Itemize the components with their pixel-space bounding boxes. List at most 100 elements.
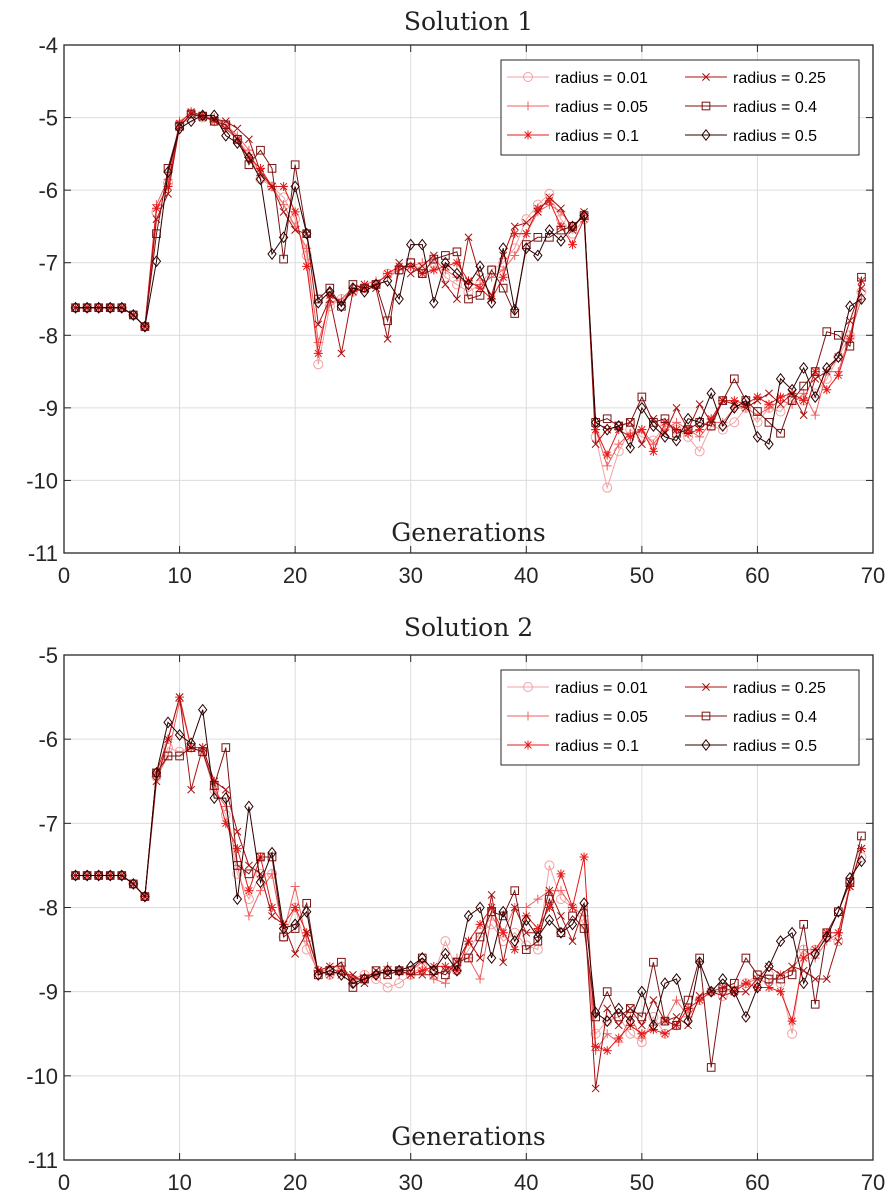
data-point bbox=[741, 953, 751, 963]
x-tick-label: 40 bbox=[514, 1170, 538, 1195]
data-point bbox=[556, 234, 566, 247]
x-tick-label: 0 bbox=[58, 1170, 70, 1195]
data-point bbox=[741, 987, 750, 996]
data-point bbox=[695, 991, 704, 1000]
data-point bbox=[152, 777, 161, 786]
legend-entry: radius = 0.05 bbox=[507, 709, 648, 726]
data-point bbox=[232, 893, 243, 906]
data-point bbox=[359, 285, 370, 298]
data-point bbox=[105, 869, 115, 882]
y-tick-label: -6 bbox=[38, 178, 58, 203]
data-point bbox=[568, 937, 577, 946]
data-point bbox=[568, 240, 578, 250]
data-point bbox=[810, 367, 820, 376]
data-point bbox=[348, 282, 358, 295]
data-point bbox=[798, 361, 809, 374]
data-point bbox=[660, 1029, 670, 1039]
data-point bbox=[325, 290, 335, 300]
data-point bbox=[614, 1033, 624, 1043]
legend-label: radius = 0.05 bbox=[555, 709, 648, 726]
data-point bbox=[544, 903, 554, 912]
data-point bbox=[833, 370, 843, 380]
data-point bbox=[822, 361, 832, 374]
legend-label: radius = 0.01 bbox=[555, 70, 648, 87]
data-point bbox=[776, 392, 786, 402]
data-point bbox=[810, 410, 820, 420]
data-point bbox=[498, 272, 508, 282]
data-point bbox=[799, 396, 809, 406]
data-point bbox=[476, 954, 485, 962]
data-point bbox=[810, 999, 820, 1009]
data-point bbox=[533, 924, 543, 934]
data-point bbox=[429, 254, 439, 264]
data-point bbox=[787, 970, 797, 980]
data-point bbox=[128, 308, 139, 321]
x-tick-label: 30 bbox=[398, 1170, 422, 1195]
data-point bbox=[93, 301, 104, 314]
series-5 bbox=[71, 743, 866, 1072]
data-point bbox=[440, 936, 451, 947]
data-point bbox=[82, 301, 92, 314]
data-point bbox=[464, 233, 473, 242]
data-point bbox=[382, 964, 393, 977]
data-point bbox=[545, 894, 554, 904]
data-point bbox=[336, 300, 347, 313]
data-point bbox=[105, 301, 115, 314]
data-point bbox=[660, 430, 670, 443]
data-point bbox=[660, 1016, 670, 1026]
data-point bbox=[487, 294, 497, 304]
data-point bbox=[186, 737, 196, 750]
data-point bbox=[602, 987, 612, 996]
data-point bbox=[336, 966, 346, 976]
data-point bbox=[787, 1028, 798, 1039]
data-point bbox=[498, 242, 508, 255]
data-point bbox=[694, 446, 705, 457]
data-point bbox=[440, 961, 450, 971]
data-point bbox=[452, 964, 462, 977]
legend-marker bbox=[701, 101, 711, 111]
data-point bbox=[695, 995, 705, 1005]
data-point bbox=[244, 869, 254, 879]
data-point bbox=[325, 295, 334, 303]
data-point bbox=[718, 396, 728, 405]
data-point bbox=[557, 911, 565, 920]
data-point bbox=[244, 911, 254, 921]
data-point bbox=[533, 930, 543, 943]
legend-marker bbox=[702, 683, 710, 691]
data-point bbox=[70, 869, 81, 882]
data-point bbox=[244, 151, 254, 164]
data-point bbox=[672, 403, 681, 412]
data-point bbox=[290, 160, 300, 170]
data-point bbox=[475, 974, 485, 984]
data-point bbox=[775, 372, 786, 385]
legend-marker bbox=[702, 73, 710, 81]
data-point bbox=[683, 412, 693, 425]
data-point bbox=[856, 855, 867, 868]
y-tick-label: -6 bbox=[38, 727, 58, 752]
data-point bbox=[787, 396, 797, 405]
data-point bbox=[313, 338, 323, 348]
data-point bbox=[648, 1019, 659, 1032]
data-point bbox=[498, 283, 508, 293]
data-point bbox=[602, 482, 613, 493]
data-point bbox=[729, 374, 739, 384]
data-point bbox=[567, 220, 578, 233]
data-point bbox=[198, 109, 208, 122]
data-point bbox=[533, 232, 543, 242]
data-point bbox=[452, 267, 462, 280]
data-point bbox=[856, 293, 867, 305]
data-point bbox=[521, 911, 531, 921]
data-point bbox=[661, 429, 669, 438]
data-point bbox=[290, 207, 300, 217]
data-point bbox=[164, 735, 172, 744]
data-point bbox=[268, 911, 276, 920]
data-point bbox=[117, 869, 127, 882]
data-point bbox=[429, 296, 439, 309]
data-point bbox=[140, 890, 150, 903]
data-point bbox=[302, 928, 311, 937]
legend-marker bbox=[523, 130, 533, 140]
data-point bbox=[233, 827, 242, 836]
data-point bbox=[787, 1016, 797, 1026]
chart-panel-1: 0 10 20 30 40 50 60 70 -11 -10 -9 -8 -7 -6 -5 -4 Solutio… bbox=[26, 7, 885, 588]
data-point bbox=[255, 163, 265, 173]
